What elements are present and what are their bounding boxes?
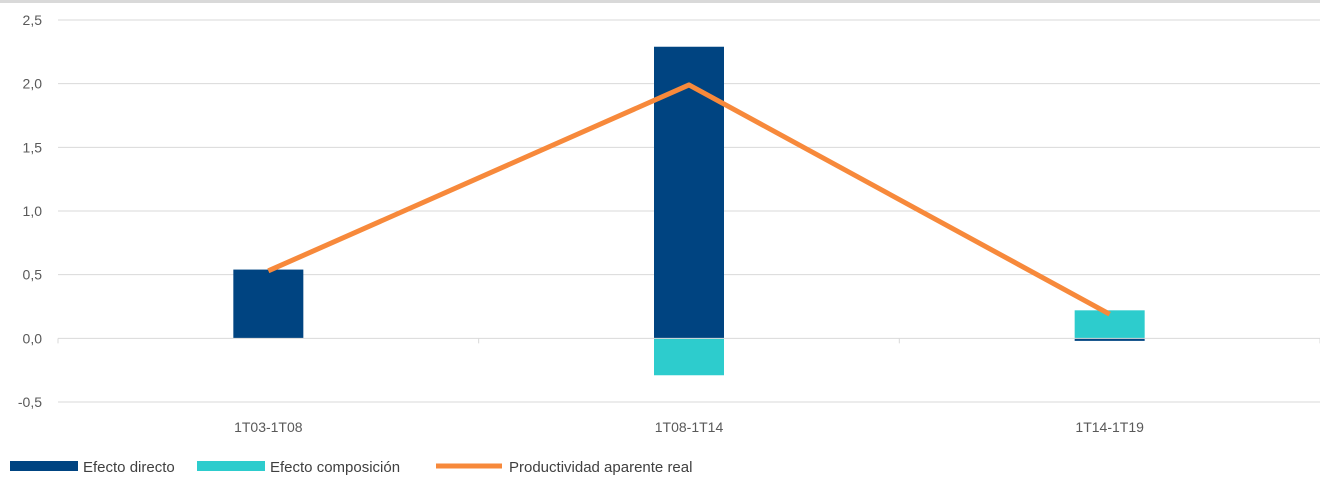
bar bbox=[1074, 338, 1145, 341]
y-tick-label: 1,5 bbox=[23, 139, 43, 155]
bar bbox=[654, 46, 724, 339]
legend-label: Efecto directo bbox=[83, 459, 175, 476]
y-tick-label: 0,5 bbox=[23, 267, 43, 283]
y-tick-label: 2,5 bbox=[23, 12, 43, 28]
bar bbox=[654, 338, 724, 376]
x-axis bbox=[57, 337, 1320, 344]
x-tick-label: 1T03-1T08 bbox=[234, 419, 303, 435]
x-tick-label: 1T08-1T14 bbox=[655, 419, 724, 435]
legend-item: Efecto composición bbox=[197, 459, 400, 476]
legend-swatch bbox=[197, 461, 265, 471]
y-tick-label: 1,0 bbox=[23, 203, 43, 219]
legend: Efecto directo Efecto composición Producti… bbox=[10, 459, 692, 476]
y-tick-label: -0,5 bbox=[18, 394, 42, 410]
x-axis-labels: 1T03-1T08 1T08-1T14 1T14-1T19 bbox=[234, 419, 1144, 435]
legend-label: Productividad aparente real bbox=[509, 459, 692, 476]
line-series bbox=[267, 82, 1111, 317]
y-tick-label: 0,0 bbox=[23, 330, 43, 346]
bar bbox=[233, 269, 304, 339]
legend-item: Efecto directo bbox=[10, 459, 175, 476]
legend-label: Efecto composición bbox=[270, 459, 400, 476]
legend-swatch bbox=[10, 461, 78, 471]
bar bbox=[1074, 310, 1145, 339]
legend-item: Productividad aparente real bbox=[436, 459, 692, 476]
y-axis: -0,5 0,0 0,5 1,0 1,5 2,0 2,5 bbox=[18, 12, 42, 410]
x-tick-label: 1T14-1T19 bbox=[1075, 419, 1144, 435]
y-tick-label: 2,0 bbox=[23, 76, 43, 92]
